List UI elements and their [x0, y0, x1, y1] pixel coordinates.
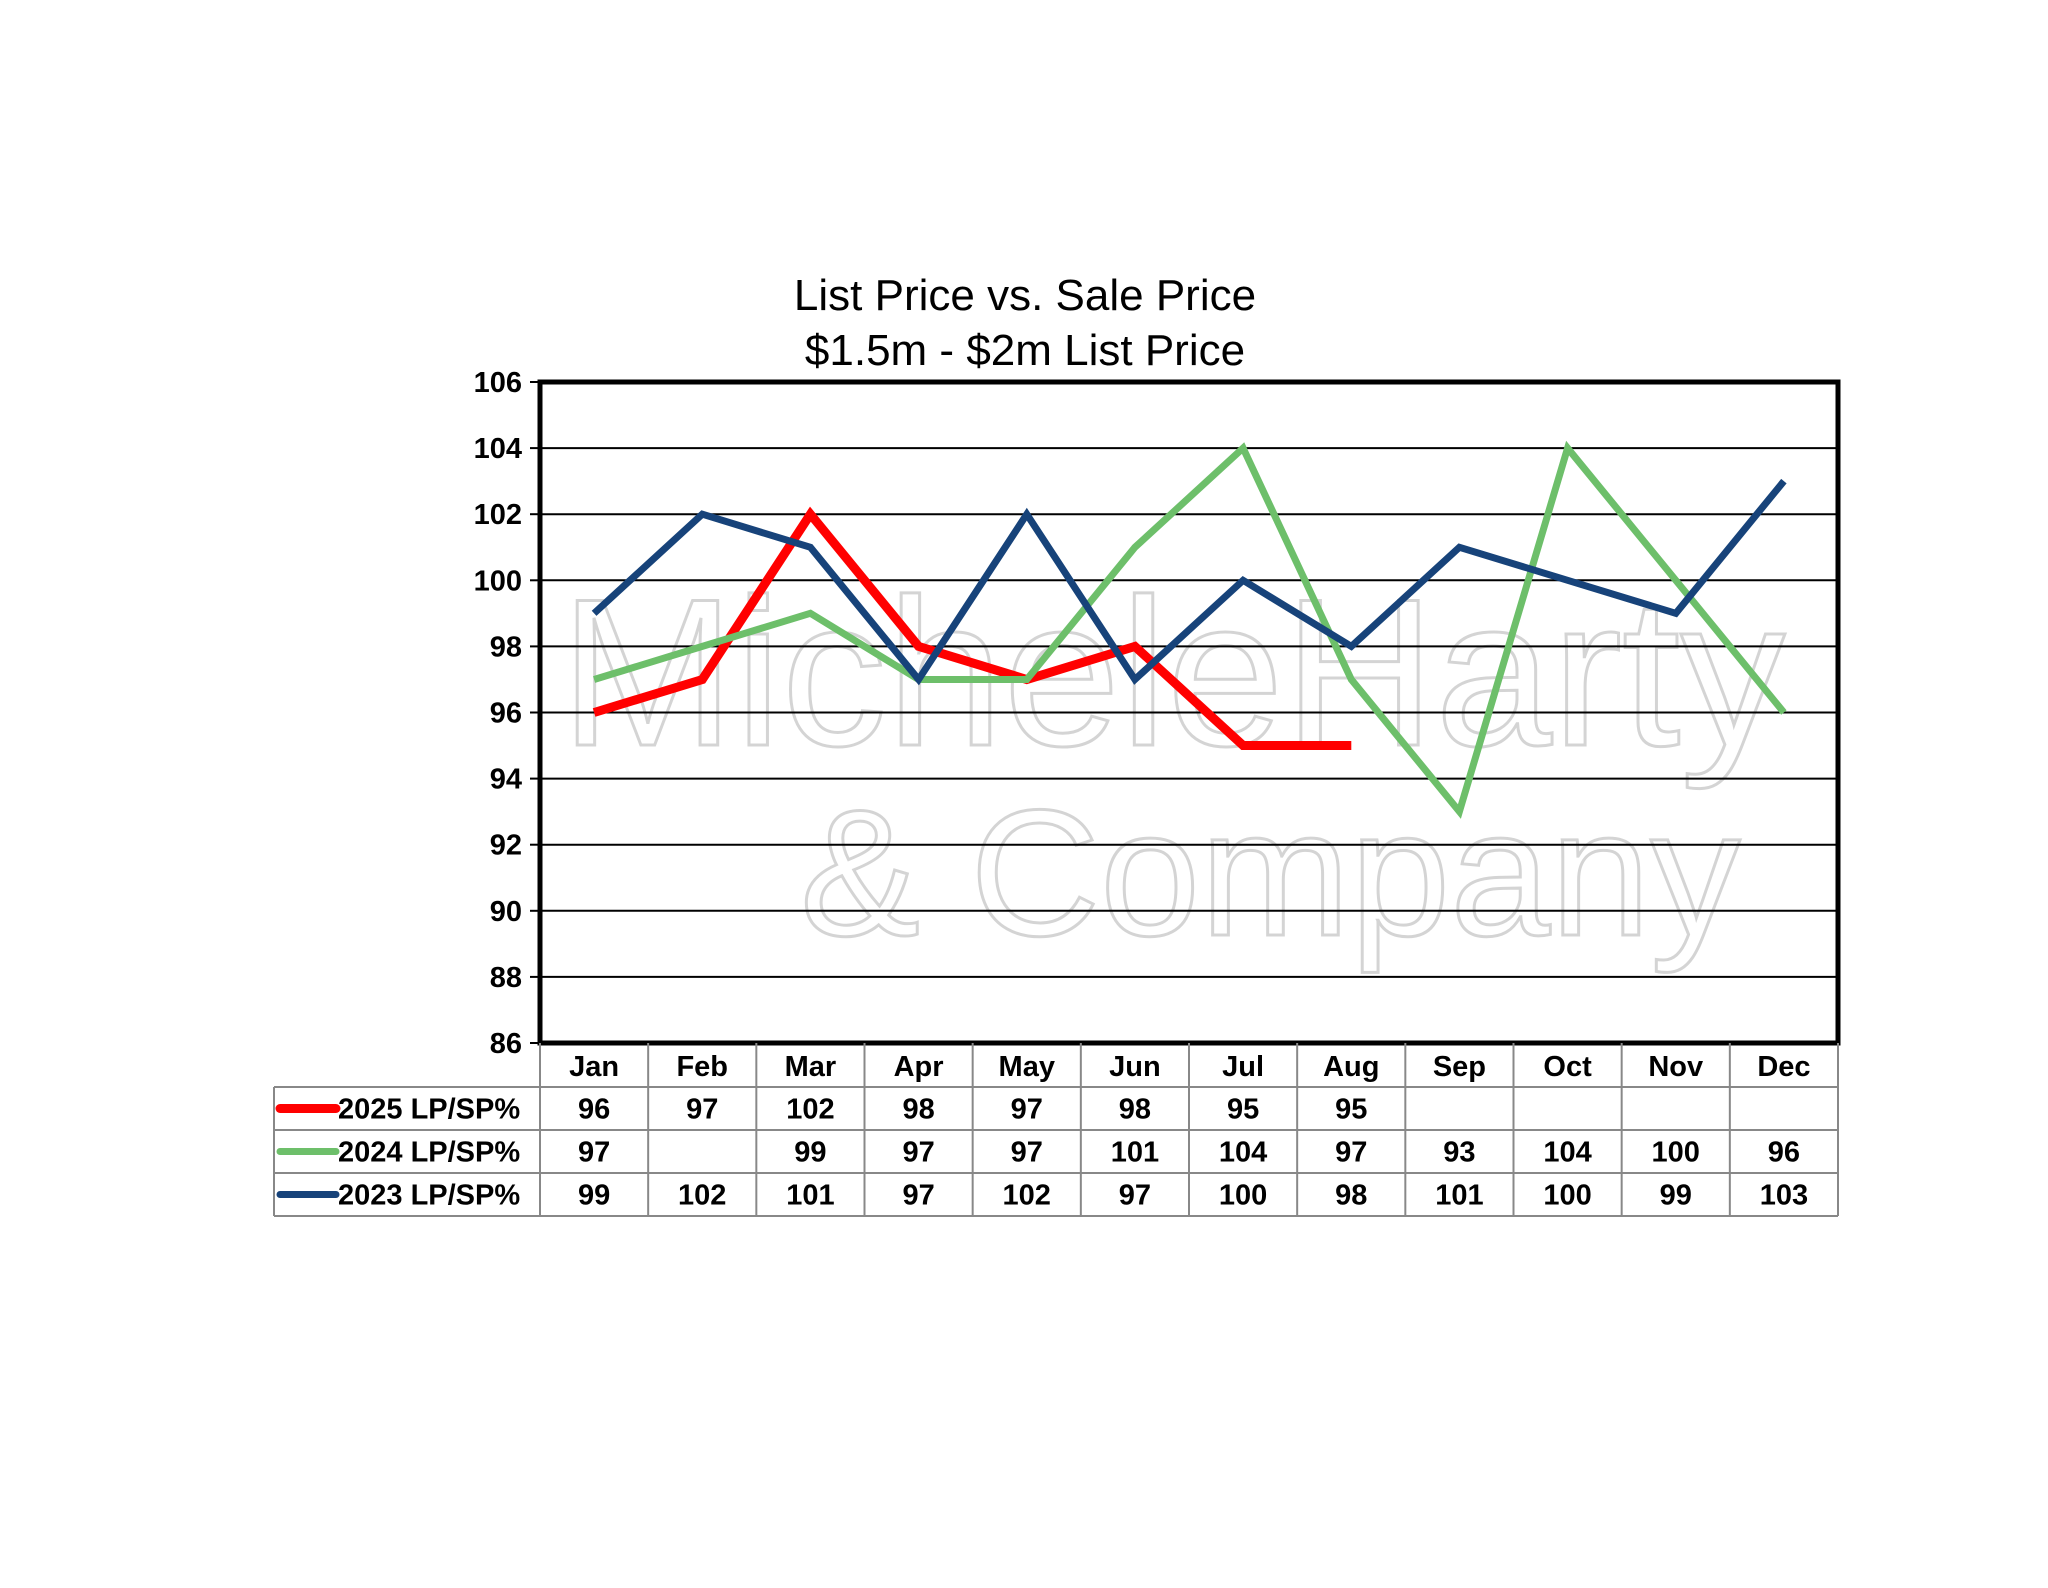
y-tick-label: 94	[490, 764, 522, 796]
series-line-1	[592, 506, 1352, 750]
legend-label: 2024 LP/SP%	[338, 1137, 520, 1169]
series-line-2	[593, 440, 1787, 819]
x-category-label: Sep	[1433, 1051, 1486, 1083]
data-table-cell: 99	[578, 1180, 610, 1212]
x-category-label: Apr	[894, 1051, 944, 1083]
data-table-cell: 100	[1219, 1180, 1267, 1212]
x-category-label: May	[999, 1051, 1055, 1083]
chart-subtitle: $1.5m - $2m List Price	[805, 326, 1245, 375]
data-table-cell: 96	[1768, 1137, 1800, 1169]
data-table-cell: 93	[1443, 1137, 1475, 1169]
data-table-cell: 95	[1335, 1094, 1367, 1126]
data-table-cell: 100	[1652, 1137, 1700, 1169]
y-tick-label: 104	[474, 433, 522, 465]
x-category-label: Feb	[676, 1051, 728, 1083]
legend-label: 2023 LP/SP%	[338, 1180, 520, 1212]
data-table-cell: 97	[686, 1094, 718, 1126]
y-tick-label: 86	[490, 1028, 522, 1060]
data-table-cell: 101	[786, 1180, 834, 1212]
data-table-cell: 97	[1011, 1137, 1043, 1169]
y-tick-label: 106	[474, 367, 522, 399]
data-table: Jan Feb Mar Apr May Jun Jul Aug Sep Oct Nov Dec 2025…	[273, 1043, 1839, 1217]
data-table-cell: 103	[1760, 1180, 1808, 1212]
data-table-cell: 104	[1543, 1137, 1591, 1169]
data-table-cell: 97	[1011, 1094, 1043, 1126]
watermark-line2: & Company	[800, 773, 1740, 974]
data-table-cell: 100	[1543, 1180, 1591, 1212]
data-table-cell: 97	[1335, 1137, 1367, 1169]
y-tick-label: 96	[490, 698, 522, 730]
data-table-cell: 97	[902, 1180, 934, 1212]
data-table-cell: 101	[1435, 1180, 1483, 1212]
y-tick-label: 92	[490, 830, 522, 862]
x-category-label: Aug	[1323, 1051, 1379, 1083]
y-tick-label: 98	[490, 631, 522, 663]
data-table-cell: 104	[1219, 1137, 1267, 1169]
data-table-cell: 99	[794, 1137, 826, 1169]
x-category-label: Jun	[1109, 1051, 1161, 1083]
data-table-cell: 97	[578, 1137, 610, 1169]
y-tick-label: 88	[490, 962, 522, 994]
data-table-cell: 102	[1003, 1180, 1051, 1212]
y-tick-label: 90	[490, 896, 522, 928]
data-table-cell: 102	[678, 1180, 726, 1212]
y-tick-label: 102	[474, 499, 522, 531]
series-line-3	[591, 478, 1787, 686]
data-table-cell: 98	[1119, 1094, 1151, 1126]
data-table-cell: 95	[1227, 1094, 1259, 1126]
legend-label: 2025 LP/SP%	[338, 1094, 520, 1126]
data-table-cell: 99	[1660, 1180, 1692, 1212]
data-table-cell: 97	[902, 1137, 934, 1169]
series-lines	[591, 440, 1787, 819]
x-category-label: Dec	[1757, 1051, 1810, 1083]
x-category-label: Jul	[1222, 1051, 1264, 1083]
watermark: MicheleHarty & Company	[559, 554, 1787, 976]
x-category-label: Nov	[1648, 1051, 1703, 1083]
y-tick-label: 100	[474, 565, 522, 597]
x-category-label: Oct	[1543, 1051, 1592, 1083]
data-table-cell: 101	[1111, 1137, 1159, 1169]
data-table-cell: 98	[902, 1094, 934, 1126]
data-table-cell: 96	[578, 1094, 610, 1126]
x-category-label: Jan	[569, 1051, 619, 1083]
axes: 86 88 90 92 94 96 98 100 102 104 106	[474, 367, 1841, 1060]
data-table-cell: 102	[786, 1094, 834, 1126]
data-table-cell: 97	[1119, 1180, 1151, 1212]
data-table-cell: 98	[1335, 1180, 1367, 1212]
chart-title: List Price vs. Sale Price	[794, 271, 1256, 320]
x-category-label: Mar	[785, 1051, 837, 1083]
